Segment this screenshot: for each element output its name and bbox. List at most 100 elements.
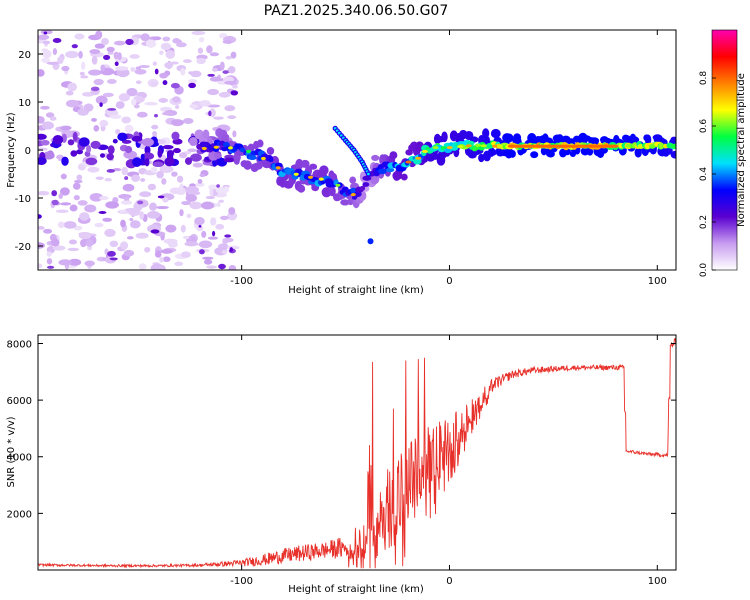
- noise-blob: [60, 173, 67, 180]
- noise-blob: [150, 166, 158, 173]
- noise-blob: [227, 115, 237, 120]
- ridge-halo: [482, 128, 490, 139]
- noise-blob: [99, 196, 109, 201]
- ridge-halo: [634, 147, 642, 158]
- noise-blob: [76, 174, 83, 181]
- ridge-halo: [490, 128, 501, 139]
- noise-blob: [88, 69, 102, 76]
- noise-blob: [206, 265, 217, 269]
- noise-blob: [224, 105, 236, 112]
- noise-blob: [207, 104, 221, 108]
- noise-blob: [89, 192, 103, 202]
- noise-blob: [58, 259, 72, 266]
- noise-blob: [218, 91, 231, 98]
- noise-blob: [42, 49, 52, 59]
- noise-blob: [162, 256, 171, 263]
- signal-band-blob: [166, 155, 174, 165]
- noise-blob: [215, 223, 225, 230]
- snr-x-axis: -100 0 100: [230, 335, 667, 587]
- snr-y-label: SNR (10 * v/v): [6, 416, 17, 487]
- signal-band-blob: [117, 132, 128, 142]
- ridge-peak: [275, 166, 281, 170]
- noise-blob: [63, 221, 77, 229]
- noise-blob: [41, 48, 49, 52]
- noise-blob: [190, 70, 202, 78]
- signal-band-blob: [152, 161, 164, 168]
- snr-x-label: Height of straight line (km): [288, 584, 424, 595]
- ridge-halo: [630, 136, 640, 144]
- noise-blob: [87, 166, 100, 173]
- signal-band-blob: [106, 153, 114, 161]
- ridge-halo: [349, 176, 357, 184]
- noise-blob: [126, 87, 138, 97]
- noise-blob: [160, 248, 173, 254]
- ridge-halo: [319, 165, 329, 176]
- noise-blob: [198, 224, 202, 228]
- noise-blob: [38, 226, 45, 230]
- snr-x-tick-label: 100: [648, 576, 667, 587]
- noise-blob: [74, 33, 85, 40]
- signal-band-blob: [142, 137, 154, 147]
- noise-blob: [53, 245, 66, 251]
- signal-band-blob: [173, 148, 181, 154]
- ridge-halo: [527, 132, 537, 144]
- noise-blob: [95, 176, 104, 180]
- noise-blob: [38, 116, 45, 124]
- snr-x-tick-label: -100: [230, 576, 253, 587]
- ridge-peak: [350, 193, 356, 197]
- noise-blob: [162, 36, 171, 42]
- noise-blob: [182, 235, 190, 240]
- spectrogram-y-tick-label: -10: [15, 194, 31, 205]
- noise-blob: [162, 197, 169, 203]
- ridge-halo: [340, 199, 350, 206]
- noise-blob: [189, 104, 199, 109]
- noise-blob: [199, 101, 212, 107]
- noise-blob: [98, 210, 107, 215]
- noise-blob: [57, 154, 63, 162]
- noise-blob: [179, 183, 184, 192]
- noise-blob: [209, 188, 214, 197]
- noise-blob: [138, 263, 147, 270]
- noise-blob: [65, 99, 79, 108]
- ridge-halo: [328, 186, 336, 197]
- signal-band-blob: [184, 157, 193, 165]
- noise-blob: [79, 212, 90, 221]
- ridge-peak: [610, 144, 619, 148]
- ridge-peak: [432, 146, 439, 150]
- signal-band-blob: [171, 131, 180, 141]
- ridge-halo: [569, 150, 577, 158]
- noise-blob: [180, 224, 186, 233]
- spectrogram-y-label: Frequency (Hz): [6, 112, 17, 188]
- noise-blob: [212, 230, 216, 237]
- noise-blob: [94, 43, 105, 49]
- ridge-peak: [335, 183, 341, 187]
- noise-blob: [183, 59, 192, 64]
- noise-blob: [93, 78, 104, 86]
- noise-blob: [120, 200, 133, 205]
- noise-blob: [91, 55, 98, 65]
- noise-blob: [79, 71, 85, 76]
- noise-blob: [187, 148, 198, 153]
- noise-blob: [178, 152, 188, 159]
- noise-blob: [99, 119, 109, 127]
- noise-blob: [179, 209, 184, 217]
- noise-blob: [164, 62, 174, 69]
- spectrogram-y-tick-label: 20: [18, 50, 31, 61]
- noise-blob: [46, 61, 59, 65]
- noise-blob: [121, 116, 131, 124]
- noise-blob: [198, 249, 205, 255]
- noise-blob: [188, 71, 193, 75]
- snr-x-tick-label: 0: [446, 576, 452, 587]
- noise-blob: [189, 201, 202, 210]
- spectrogram-y-axis: -20 -10 0 10 20: [15, 50, 43, 253]
- noise-blob: [216, 202, 221, 208]
- noise-blob: [84, 260, 95, 267]
- noise-blob: [159, 257, 164, 263]
- noise-blob: [129, 217, 134, 222]
- ridge-peak: [421, 149, 428, 153]
- noise-blob: [60, 202, 72, 206]
- ridge-peak: [440, 146, 447, 150]
- noise-blob: [194, 217, 205, 226]
- noise-blob: [210, 217, 217, 226]
- ridge-halo: [478, 153, 485, 163]
